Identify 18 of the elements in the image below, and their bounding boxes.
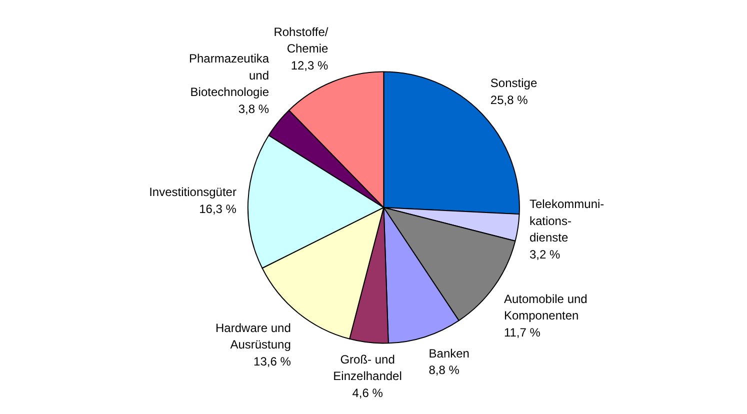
data-label: 4,6 % [352,386,384,400]
slice-label: Investitionsgüter [149,185,236,200]
data-label: 3,2 % [529,247,560,262]
slice-label: Automobile und Komponenten [504,292,588,323]
slice-label: Groß- und Einzelhandel [333,352,402,384]
data-label: 12,3 % [290,58,329,72]
data-label: 16,3 % [199,202,237,216]
slice-label: Telekommuni- kations- dienste [529,196,604,245]
slice-label: Pharmazeutika und Biotechnologie [188,51,270,100]
data-label: 3,8 % [238,102,270,116]
data-label: 8,8 % [428,363,460,378]
data-label: 11,7 % [504,325,541,340]
data-label: 13,6 % [254,354,292,368]
data-label: 25,8 % [490,92,528,107]
slice-label: Banken [428,346,470,360]
slice-label: Sonstige [490,76,538,90]
slice-label: Hardware und Ausrüstung [216,320,291,352]
slice-label: Rohstoffe/ Chemie [274,24,329,56]
